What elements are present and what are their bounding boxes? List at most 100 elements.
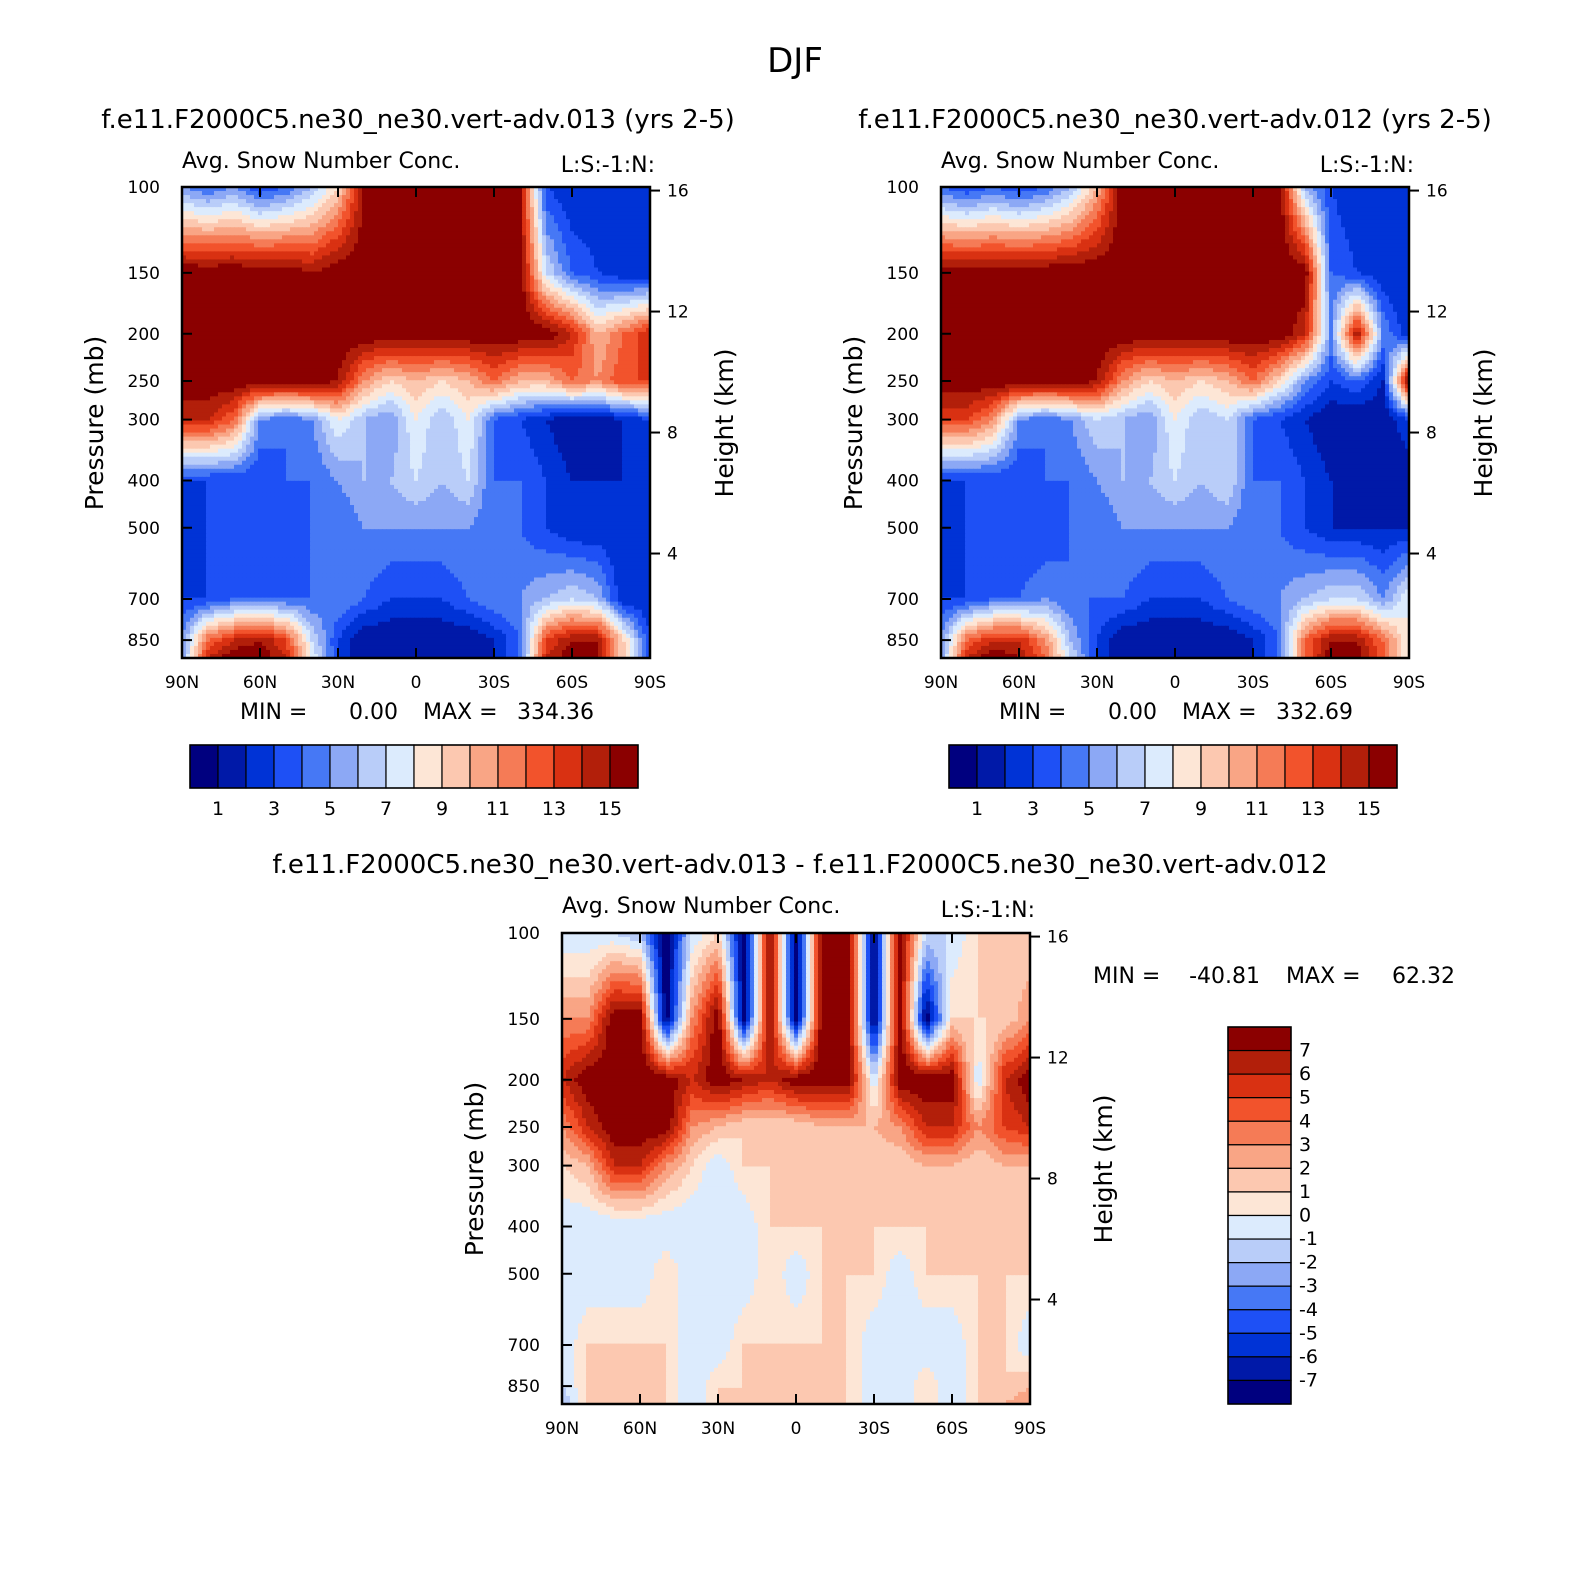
contour-cell [482, 235, 487, 240]
contour-cell [314, 203, 319, 208]
contour-cell [430, 279, 435, 285]
contour-cell [582, 299, 587, 305]
contour-cell [386, 267, 391, 273]
contour-cell [578, 335, 583, 341]
contour-cell [454, 263, 459, 269]
contour-cell [310, 352, 315, 357]
contour-cell [278, 199, 283, 204]
contour-cell [486, 199, 491, 204]
contour-cell [322, 219, 327, 224]
contour-cell [282, 356, 287, 361]
contour-cell [254, 267, 259, 273]
contour-cell [314, 211, 319, 216]
contour-cell [454, 231, 459, 236]
contour-cell [438, 239, 443, 244]
contour-cell [506, 287, 511, 293]
contour-cell [310, 211, 315, 216]
contour-cell [550, 352, 555, 357]
contour-cell [194, 247, 199, 253]
contour-cell [194, 335, 199, 341]
contour-cell [270, 239, 275, 244]
contour-cell [470, 311, 475, 317]
contour-cell [422, 339, 427, 345]
contour-cell [218, 243, 223, 248]
contour-cell [550, 263, 555, 269]
contour-cell [294, 331, 299, 337]
contour-cell [566, 199, 571, 204]
contour-cell [462, 223, 467, 228]
contour-cell [626, 327, 631, 333]
contour-cell [562, 259, 567, 265]
contour-cell [270, 283, 275, 289]
contour-cell [574, 307, 579, 313]
contour-cell [390, 251, 395, 257]
contour-cell [446, 339, 451, 345]
contour-cell [614, 331, 619, 337]
contour-cell [630, 335, 635, 341]
contour-cell [602, 247, 607, 253]
contour-cell [418, 279, 423, 285]
contour-cell [626, 295, 631, 301]
contour-cell [202, 223, 207, 228]
contour-cell [390, 323, 395, 329]
contour-cell [502, 327, 507, 333]
contour-cell [554, 255, 559, 261]
contour-cell [186, 295, 191, 301]
contour-cell [302, 291, 307, 297]
contour-cell [242, 235, 247, 240]
contour-cell [326, 279, 331, 285]
contour-cell [474, 235, 479, 240]
contour-cell [434, 259, 439, 265]
contour-cell [638, 303, 643, 309]
contour-cell [586, 291, 591, 297]
contour-cell [590, 199, 595, 204]
contour-cell [358, 344, 363, 349]
contour-cell [590, 323, 595, 329]
contour-cell [522, 207, 527, 212]
contour-cell [298, 267, 303, 273]
contour-cell [242, 247, 247, 253]
contour-cell [522, 231, 527, 236]
contour-cell [182, 239, 187, 244]
contour-cell [322, 291, 327, 297]
contour-cell [558, 283, 563, 289]
contour-cell [270, 352, 275, 357]
contour-cell [414, 299, 419, 305]
contour-cell [634, 275, 639, 281]
contour-cell [222, 315, 227, 321]
contour-cell [218, 327, 223, 333]
contour-cell [262, 356, 267, 361]
contour-cell [426, 267, 431, 273]
contour-cell [570, 287, 575, 293]
contour-cell [502, 267, 507, 273]
contour-cell [250, 319, 255, 325]
contour-cell [534, 215, 539, 220]
contour-cell [634, 299, 639, 305]
contour-cell [638, 203, 643, 208]
contour-cell [502, 287, 507, 293]
contour-cell [230, 219, 235, 224]
contour-cell [402, 327, 407, 333]
contour-cell [194, 251, 199, 257]
contour-cell [454, 323, 459, 329]
contour-cell [566, 267, 571, 273]
contour-cell [390, 267, 395, 273]
contour-cell [354, 231, 359, 236]
contour-cell [510, 187, 515, 192]
contour-cell [266, 243, 271, 248]
contour-cell [558, 215, 563, 220]
contour-cell [638, 339, 643, 345]
contour-cell [426, 191, 431, 196]
contour-cell [510, 307, 515, 313]
contour-cell [634, 287, 639, 293]
contour-cell [226, 344, 231, 349]
contour-cell [282, 319, 287, 325]
contour-cell [198, 335, 203, 341]
contour-cell [226, 187, 231, 192]
contour-cell [322, 319, 327, 325]
contour-cell [506, 243, 511, 248]
contour-cell [538, 203, 543, 208]
contour-cell [606, 319, 611, 325]
contour-cell [586, 295, 591, 301]
contour-cell [230, 303, 235, 309]
